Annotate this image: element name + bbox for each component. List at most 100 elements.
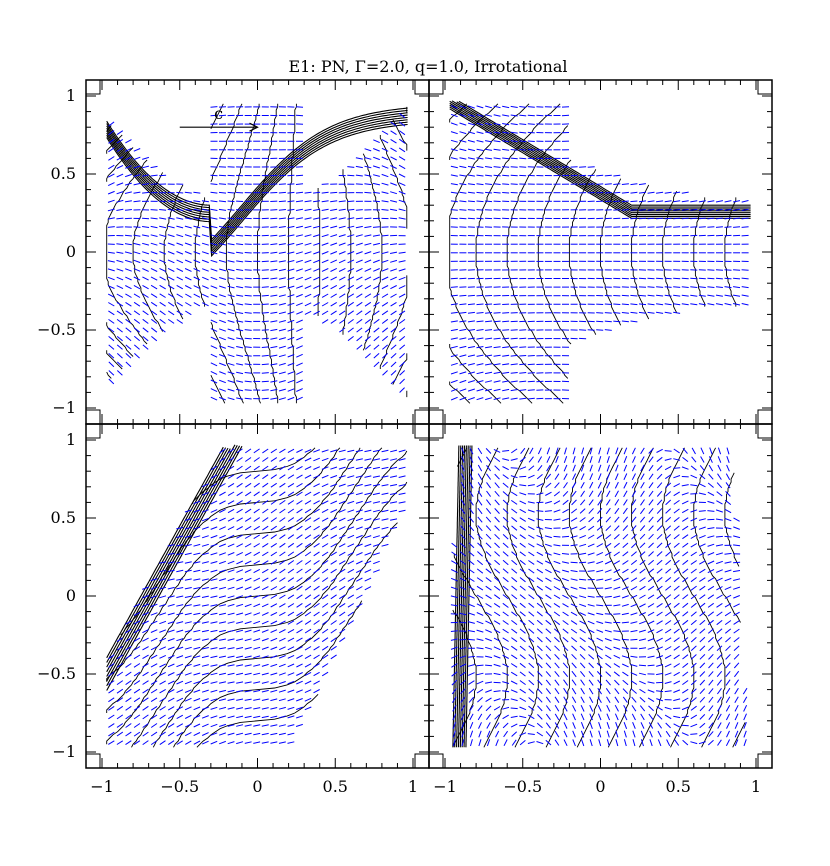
vector-arrow	[125, 310, 132, 316]
vector-arrow	[485, 637, 492, 642]
vector-arrow	[707, 303, 715, 306]
vector-arrow	[623, 713, 628, 721]
vector-arrow	[707, 594, 715, 600]
vector-arrow	[572, 473, 577, 481]
vector-arrow	[364, 284, 372, 290]
vector-arrow	[218, 672, 227, 676]
vector-arrow	[596, 569, 604, 573]
vector-arrow	[657, 730, 662, 738]
vector-arrow	[733, 200, 741, 203]
vector-arrow	[476, 688, 484, 694]
vector-arrow	[486, 465, 492, 472]
vector-arrow	[647, 655, 655, 658]
vector-arrow	[347, 200, 355, 203]
vector-arrow	[398, 492, 406, 495]
vector-arrow	[450, 638, 458, 641]
vector-arrow	[596, 516, 603, 523]
vector-arrow	[296, 646, 303, 651]
vector-arrow	[218, 621, 227, 624]
vector-arrow	[236, 664, 244, 667]
vector-arrow	[450, 586, 458, 590]
vector-arrow	[707, 568, 715, 574]
vector-arrow	[622, 679, 629, 686]
vector-arrow	[614, 516, 620, 523]
vector-arrow	[381, 518, 389, 521]
vector-arrow	[159, 217, 167, 220]
vector-arrow	[493, 346, 501, 349]
vector-arrow	[150, 276, 158, 281]
vector-arrow	[381, 543, 389, 547]
vector-arrow	[125, 318, 132, 324]
vector-arrow	[218, 191, 227, 194]
vector-arrow	[116, 714, 124, 720]
vector-arrow	[108, 723, 115, 728]
vector-arrow	[604, 192, 612, 194]
vector-arrow	[330, 637, 337, 643]
vector-arrow	[571, 482, 577, 489]
vector-arrow	[236, 234, 244, 237]
vector-arrow	[510, 157, 518, 160]
vector-arrow	[321, 293, 329, 298]
vector-arrow	[451, 663, 458, 668]
vector-arrow	[691, 447, 696, 455]
vector-arrow	[167, 663, 175, 668]
vector-arrow	[724, 620, 732, 626]
vector-arrow	[389, 475, 398, 478]
vector-arrow	[589, 473, 594, 481]
vector-arrow	[545, 688, 551, 695]
vector-arrow	[287, 577, 295, 583]
vector-arrow	[604, 320, 612, 323]
vector-arrow	[219, 294, 226, 298]
vector-arrow	[313, 542, 320, 548]
vector-arrow	[321, 191, 329, 194]
vector-arrow	[469, 490, 474, 498]
vector-arrow	[356, 577, 363, 582]
vector-arrow	[116, 138, 124, 144]
contour-line	[152, 522, 398, 748]
vector-arrow	[528, 688, 535, 694]
boundary-contour	[106, 119, 408, 253]
vector-arrow	[210, 500, 218, 505]
vector-arrow	[390, 484, 398, 487]
vector-arrow	[141, 165, 150, 169]
vector-arrow	[390, 200, 398, 203]
vector-arrow	[459, 551, 466, 557]
vector-arrow	[622, 696, 628, 703]
vector-arrow	[219, 526, 226, 531]
vector-arrow	[278, 629, 286, 634]
vector-arrow	[468, 551, 475, 557]
vector-arrow	[124, 259, 132, 263]
vector-arrow	[193, 552, 201, 556]
vector-arrow	[468, 594, 475, 599]
vector-arrow	[527, 474, 535, 479]
vector-arrow	[708, 662, 714, 669]
vector-arrow	[649, 739, 653, 747]
corner-box	[757, 753, 773, 769]
annotation-label: c	[214, 104, 223, 123]
vector-arrow	[279, 594, 286, 600]
vector-arrow	[528, 714, 535, 720]
vector-arrow	[133, 226, 141, 228]
vector-arrow	[681, 200, 689, 203]
vector-arrow	[107, 268, 115, 272]
vector-arrow	[640, 713, 645, 721]
vector-arrow	[253, 612, 261, 616]
x-tick-label: 0	[252, 777, 262, 796]
vector-arrow	[227, 320, 235, 323]
vector-arrow	[270, 303, 278, 306]
vector-arrow	[125, 276, 132, 281]
vector-arrow	[493, 148, 501, 151]
vector-arrow	[150, 646, 158, 651]
vector-arrow	[227, 465, 235, 471]
vector-arrow	[621, 663, 629, 668]
vector-arrow	[485, 329, 493, 331]
vector-arrow	[493, 337, 501, 340]
vector-arrow	[495, 739, 499, 747]
vector-arrow	[690, 594, 697, 600]
vector-arrow	[261, 586, 269, 591]
vector-arrow	[338, 500, 346, 505]
vector-arrow	[184, 672, 192, 676]
vector-arrow	[451, 551, 458, 557]
vector-arrow	[150, 603, 158, 608]
vector-arrow	[648, 473, 654, 480]
